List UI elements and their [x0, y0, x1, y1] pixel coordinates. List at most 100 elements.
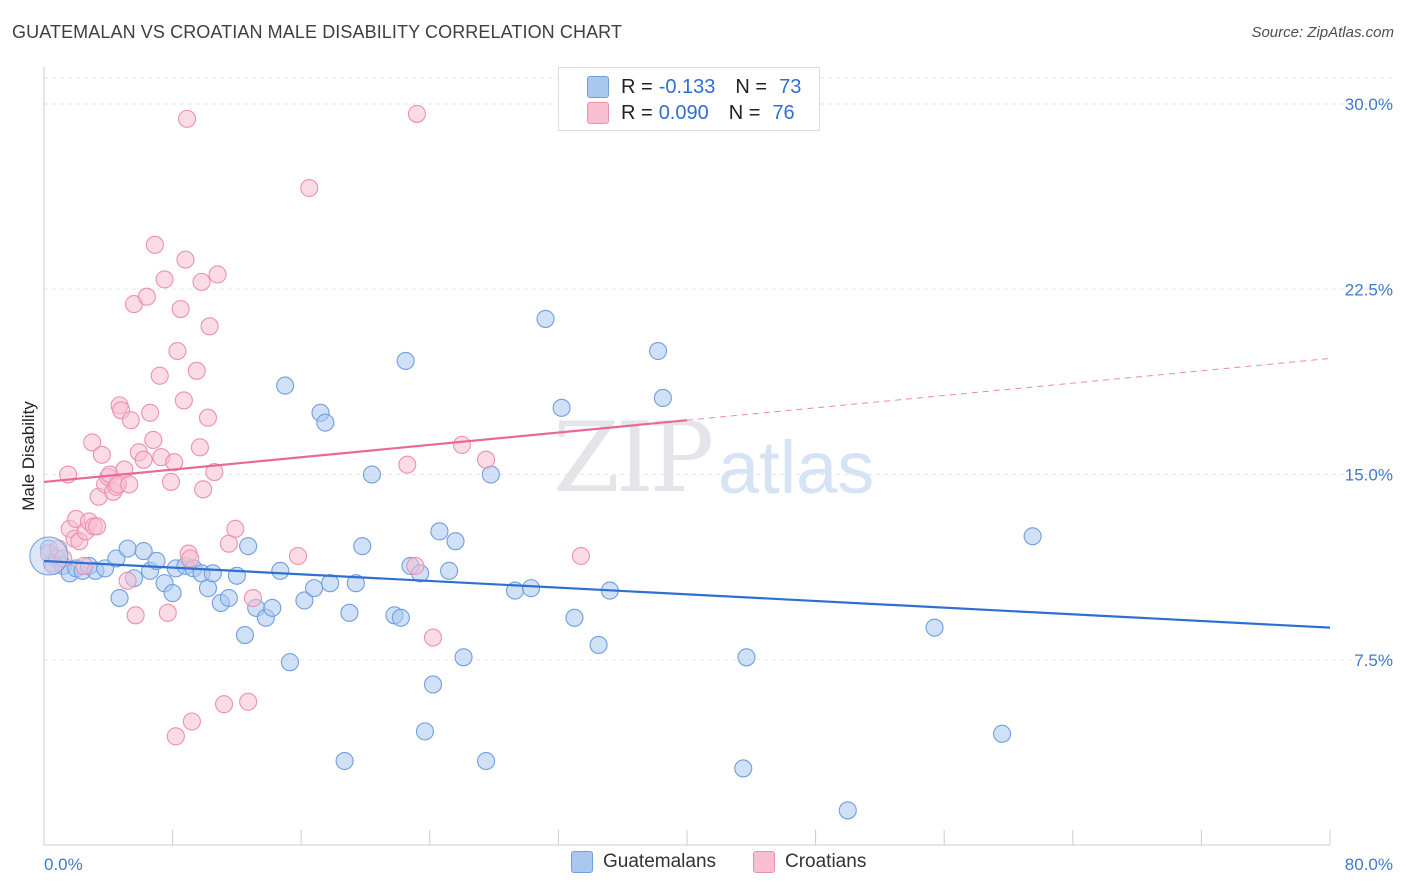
watermark-atlas: atlas [718, 426, 875, 509]
guatemalan-point [235, 626, 254, 645]
croatian-point [406, 556, 425, 575]
croatian-point [243, 588, 263, 608]
croatian-point [407, 104, 426, 123]
guatemalan-point [118, 539, 137, 558]
x-tick-label-min: 0.0% [44, 855, 83, 874]
guatemalan-point [134, 542, 153, 561]
legend-label-guatemalans: Guatemalans [603, 851, 717, 872]
guatemalan-point [925, 618, 944, 637]
guatemalan-point [737, 648, 756, 667]
guatemalan-point [391, 608, 410, 627]
croatian-point [208, 265, 227, 284]
guatemalan-point [734, 759, 753, 778]
croatian-point [118, 571, 137, 590]
guatemalan-point [649, 341, 668, 361]
croatian-point [398, 455, 417, 474]
croatian-point [158, 603, 177, 622]
guatemalan-point [552, 398, 571, 417]
croatian-point [452, 435, 472, 454]
croatian-point [182, 712, 201, 731]
guatemalan-point [346, 574, 365, 593]
watermark-zip: ZIP [553, 402, 714, 514]
guatemalan-point [396, 351, 415, 370]
croatian-point [166, 727, 185, 746]
guatemalan-point [110, 588, 129, 608]
guatemalan-point [653, 388, 672, 408]
legend-r-label: R = [621, 75, 653, 98]
guatemalan-point [477, 751, 496, 771]
croatian-point [150, 366, 169, 385]
croatian-point [198, 408, 218, 427]
legend-n-value: 76 [772, 101, 795, 124]
guatemalan-point [993, 724, 1012, 743]
guatemalan-point [163, 584, 182, 603]
croatian-point [176, 250, 195, 269]
guatemalan-point [263, 598, 282, 617]
guatemalan-point [454, 648, 473, 667]
croatian-point [178, 109, 197, 128]
y-tick-label: 30.0% [1345, 95, 1393, 114]
guatemalan-point [305, 579, 324, 598]
guatemalan-trend-line [43, 559, 1331, 629]
croatian-point [288, 546, 308, 566]
croatian-point [92, 445, 111, 464]
guatemalan-point [239, 537, 258, 556]
croatian-point [145, 235, 164, 254]
croatian-point [155, 270, 174, 289]
legend-row-croatians: R = 0.090 N = 76 [587, 102, 795, 124]
legend-swatch-croatians [753, 851, 775, 873]
croatian-point [171, 299, 190, 319]
croatian-point [300, 178, 319, 198]
y-tick-label: 7.5% [1354, 651, 1393, 670]
guatemalan-point [340, 603, 359, 622]
legend-item-guatemalans[interactable]: Guatemalans [571, 851, 716, 873]
guatemalan-point [316, 413, 335, 432]
croatian-point [137, 287, 156, 306]
croatian-point [205, 463, 224, 482]
croatian-point [87, 517, 107, 536]
croatian-point [214, 695, 234, 714]
guatemalan-point [147, 551, 166, 571]
legend-row-guatemalans: R = -0.133 N = 73 [587, 76, 801, 98]
guatemalan-point [271, 561, 290, 580]
croatian-point [161, 472, 181, 491]
guatemalan-point [1023, 527, 1042, 546]
croatian-point [477, 450, 496, 469]
croatian-point [192, 272, 211, 291]
legend-n-label: N = [735, 75, 768, 98]
y-tick-label: 15.0% [1345, 466, 1393, 485]
guatemalan-point [589, 635, 608, 654]
guatemalan-point [536, 309, 555, 328]
guatemalan-point [276, 376, 295, 395]
guatemalan-point [353, 537, 372, 556]
croatian-point [121, 411, 140, 430]
legend-swatch-guatemalans [587, 76, 609, 98]
croatian-point [134, 450, 153, 469]
croatian-point [83, 433, 102, 452]
croatian-point [181, 549, 200, 568]
legend-n-label: N = [728, 101, 761, 124]
guatemalan-cluster-point [29, 536, 69, 576]
croatian-point [571, 546, 590, 566]
guatemalan-point [440, 561, 459, 580]
guatemalan-point [219, 588, 238, 608]
guatemalan-point [321, 574, 340, 593]
croatian-point [226, 519, 245, 538]
croatian-point [126, 606, 145, 625]
guatemalan-point [430, 522, 449, 541]
croatian-point [190, 438, 209, 457]
guatemalan-point [446, 532, 465, 551]
guatemalan-point [335, 751, 354, 771]
guatemalan-point [565, 608, 584, 627]
legend-item-croatians[interactable]: Croatians [753, 851, 866, 873]
croatian-point [194, 480, 213, 499]
guatemalan-point [295, 591, 314, 610]
y-axis-label: Male Disability [19, 401, 38, 511]
correlation-legend: R = -0.133 N = 73 R = 0.090 N = 76 [558, 67, 820, 131]
guatemalan-point [280, 653, 299, 672]
croatian-point [168, 341, 187, 361]
legend-label-croatians: Croatians [785, 851, 867, 872]
croatian-trend-extension [686, 357, 1331, 421]
croatian-point [200, 317, 219, 336]
